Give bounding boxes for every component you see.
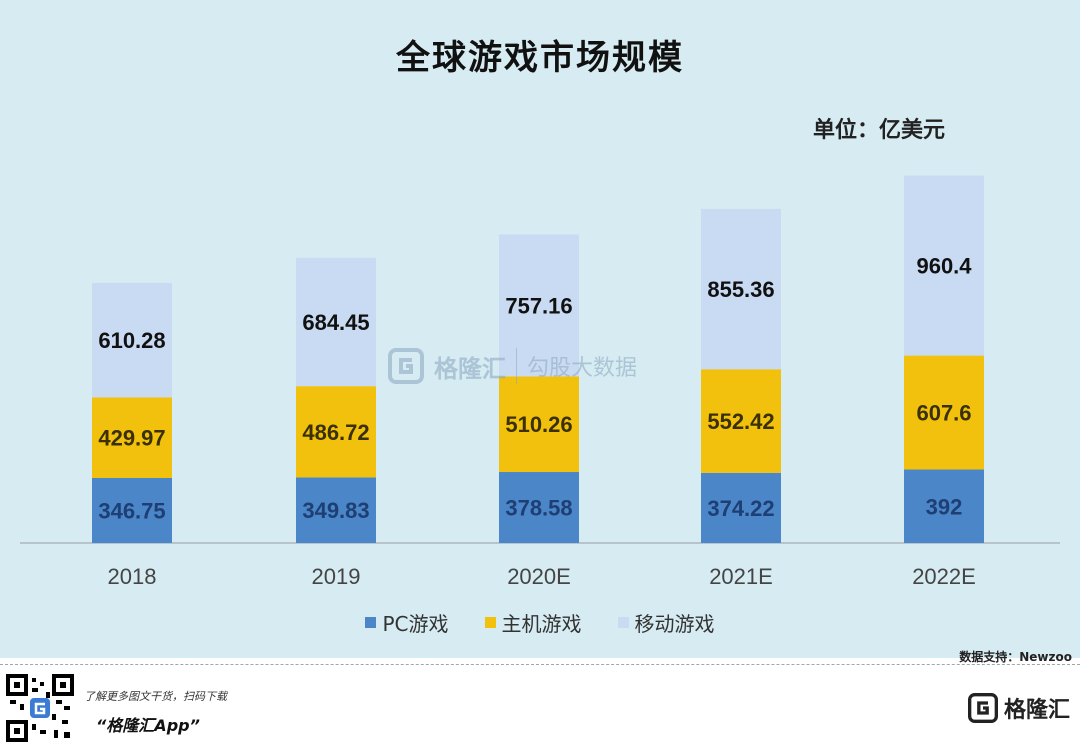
legend-item-mobile: 移动游戏 (617, 608, 715, 637)
qr-code-icon[interactable] (6, 674, 74, 742)
watermark-separator (516, 348, 517, 384)
data-label-mobile-2021E: 855.36 (707, 277, 774, 302)
bar-pc-2020E (499, 472, 579, 543)
footer-app-name: “格隆汇App” (96, 716, 200, 735)
bar-mobile-2020E (499, 234, 579, 377)
unit-label: 单位：亿美元 (812, 117, 945, 143)
footer-note: 了解更多图文干货，扫码下载 (84, 690, 227, 703)
bar-console-2021E (701, 369, 781, 473)
data-label-mobile-2018: 610.28 (98, 328, 165, 353)
bar-console-2020E (499, 376, 579, 473)
data-label-console-2018: 429.97 (98, 426, 165, 451)
watermark-subtitle: 勾股大数据 (527, 356, 638, 381)
legend-item-pc: PC游戏 (365, 608, 449, 637)
bar-pc-2018 (92, 477, 172, 543)
data-label-console-2019: 486.72 (302, 420, 369, 445)
data-label-mobile-2020E: 757.16 (505, 293, 572, 318)
bar-mobile-2018 (92, 282, 172, 398)
legend-label-pc: PC游戏 (382, 612, 449, 636)
data-label-console-2020E: 510.26 (505, 412, 572, 437)
bar-mobile-2022E (904, 175, 984, 356)
bar-pc-2019 (296, 477, 376, 543)
bar-mobile-2019 (296, 257, 376, 387)
data-source: 数据支持：Newzoo (959, 650, 1072, 664)
bar-mobile-2021E (701, 208, 781, 370)
data-label-pc-2018: 346.75 (98, 498, 165, 523)
legend-swatch-mobile (617, 617, 629, 628)
legend-label-mobile: 移动游戏 (634, 612, 715, 636)
brand-logo-icon (967, 693, 998, 723)
x-tick-label-2018: 2018 (108, 564, 157, 589)
brand-name: 格隆汇 (1003, 698, 1070, 723)
data-label-pc-2019: 349.83 (302, 498, 369, 523)
watermark-logo-icon (388, 348, 424, 384)
data-label-pc-2020E: 378.58 (505, 496, 572, 521)
bar-console-2018 (92, 397, 172, 478)
footer-divider (0, 664, 1080, 665)
watermark: 格隆汇 勾股大数据 (388, 348, 637, 384)
x-tick-label-2021E: 2021E (709, 564, 773, 589)
chart-legend: PC游戏 主机游戏 移动游戏 (0, 608, 1080, 637)
watermark-brand: 格隆汇 (434, 354, 506, 383)
data-label-console-2022E: 607.6 (916, 401, 971, 426)
data-label-mobile-2022E: 960.4 (916, 254, 972, 279)
data-label-mobile-2019: 684.45 (302, 310, 369, 335)
legend-label-console: 主机游戏 (501, 612, 582, 636)
x-tick-label-2022E: 2022E (912, 564, 976, 589)
legend-swatch-pc (365, 617, 377, 628)
chart-plot: 346.75 429.97 610.28 2018 349.83 486.72 684.45… (20, 175, 1060, 589)
bar-console-2019 (296, 386, 376, 478)
brand-logo: 格隆汇 (967, 692, 1070, 724)
legend-item-console: 主机游戏 (484, 608, 582, 637)
page-title: 全球游戏市场规模 (396, 38, 684, 78)
x-tick-label-2020E: 2020E (507, 564, 571, 589)
bar-pc-2021E (701, 472, 781, 543)
legend-swatch-console (484, 617, 496, 628)
bar-pc-2022E (904, 469, 984, 543)
footer: 了解更多图文干货，扫码下载 “格隆汇App” 格隆汇 (0, 666, 1080, 747)
bar-console-2022E (904, 355, 984, 470)
data-label-console-2021E: 552.42 (707, 409, 774, 434)
x-tick-label-2019: 2019 (312, 564, 361, 589)
data-label-pc-2021E: 374.22 (707, 496, 774, 521)
data-label-pc-2022E: 392 (926, 494, 963, 519)
